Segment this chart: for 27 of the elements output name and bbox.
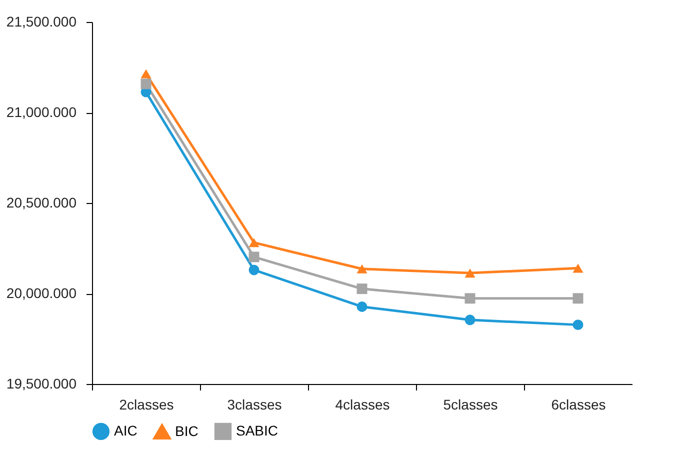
point bbox=[572, 264, 584, 273]
point bbox=[464, 268, 476, 278]
point bbox=[248, 252, 260, 262]
point bbox=[248, 238, 260, 248]
point bbox=[356, 264, 368, 274]
y-tick-label: 20,500.000 bbox=[6, 194, 77, 210]
x-tick-label: 6classes bbox=[551, 396, 606, 412]
y-tick-label: 19,500.000 bbox=[6, 376, 77, 392]
point bbox=[464, 314, 476, 326]
legend-label: SABIC bbox=[236, 422, 278, 438]
point bbox=[356, 284, 368, 294]
point bbox=[140, 69, 152, 78]
point bbox=[140, 78, 152, 90]
x-tick-label: 4classes bbox=[335, 396, 390, 412]
x-tick-label: 2classes bbox=[119, 396, 174, 412]
y-tick-label: 20,000.000 bbox=[6, 285, 77, 301]
y-tick-label: 21,500.000 bbox=[6, 14, 77, 30]
legend-label: BIC bbox=[175, 422, 198, 439]
point bbox=[356, 301, 368, 312]
y-tick-label: 21,000.000 bbox=[6, 104, 77, 120]
x-tick-label: 5classes bbox=[443, 396, 498, 412]
point bbox=[572, 293, 584, 304]
point bbox=[572, 320, 584, 330]
point bbox=[464, 293, 476, 304]
legend-label: AIC bbox=[114, 422, 138, 438]
point bbox=[248, 264, 260, 276]
x-tick-label: 3classes bbox=[227, 396, 282, 412]
